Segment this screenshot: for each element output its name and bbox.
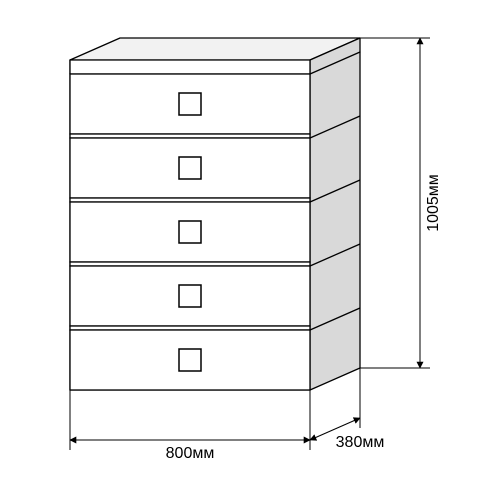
- drawer-handle: [179, 93, 201, 115]
- dim-height: 1005мм: [360, 38, 442, 368]
- dim-width-label: 800мм: [166, 445, 215, 462]
- dresser-diagram: 1005мм 800мм 380мм: [0, 0, 500, 500]
- dim-height-label: 1005мм: [425, 174, 442, 232]
- drawer-handle: [179, 157, 201, 179]
- dim-depth-label: 380мм: [336, 434, 385, 451]
- drawer-handle: [179, 349, 201, 371]
- drawer-handle: [179, 285, 201, 307]
- dim-width: 800мм: [70, 390, 310, 462]
- drawer-handle: [179, 221, 201, 243]
